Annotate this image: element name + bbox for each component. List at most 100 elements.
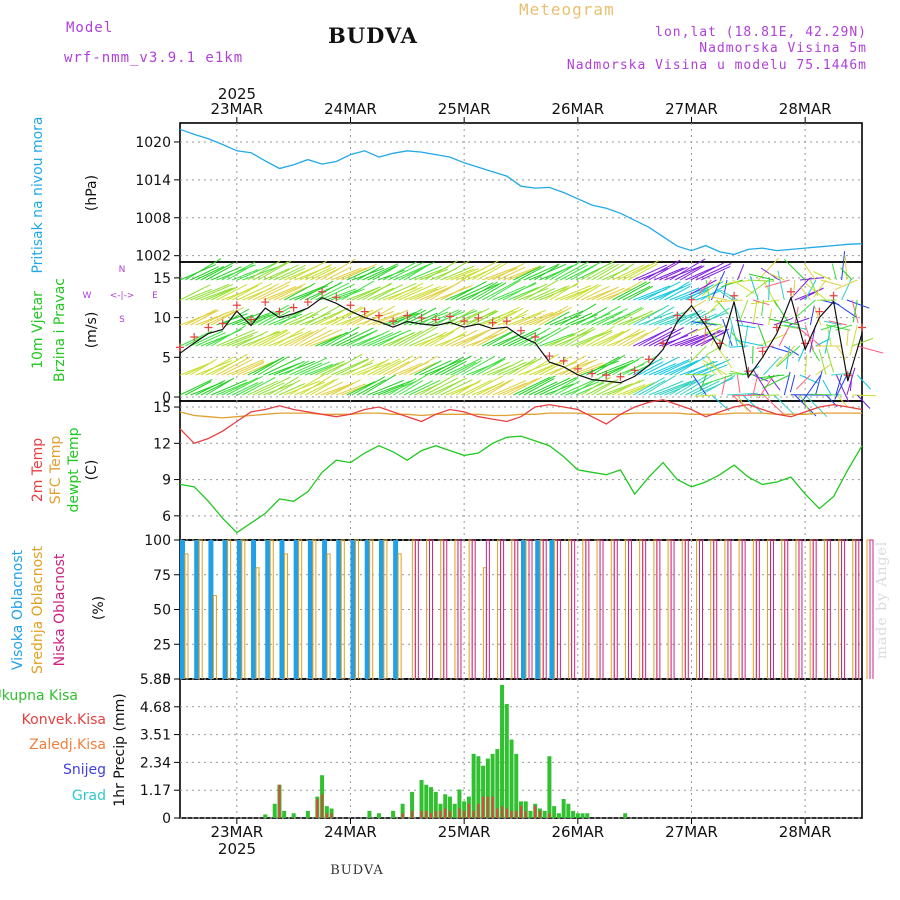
wind-speed-series bbox=[179, 295, 863, 384]
wind-barb bbox=[299, 361, 330, 376]
y-tick-label: 9 bbox=[162, 473, 171, 489]
wind-barb bbox=[320, 258, 356, 281]
wind-barb bbox=[440, 331, 468, 347]
gust-marker bbox=[275, 307, 284, 316]
wind-barb bbox=[393, 362, 422, 376]
wind-barb bbox=[835, 374, 843, 396]
cloud-high-bar bbox=[265, 540, 271, 679]
wind-barb bbox=[211, 266, 242, 281]
gust-marker bbox=[573, 364, 582, 373]
wind-barb bbox=[367, 312, 400, 326]
wind-barb bbox=[492, 380, 527, 396]
wind-barb bbox=[549, 377, 579, 396]
wind-barb bbox=[612, 356, 643, 376]
wind-barb bbox=[700, 265, 731, 281]
cloud-low-bar bbox=[457, 539, 462, 679]
wind-barb bbox=[669, 360, 698, 376]
wind-barb bbox=[591, 263, 619, 281]
wind-barb bbox=[372, 329, 411, 347]
gust-marker bbox=[374, 311, 383, 320]
wind-barb bbox=[679, 334, 709, 347]
wind-barb bbox=[435, 309, 462, 326]
precip-conv-bar bbox=[448, 810, 451, 818]
wind-barb bbox=[372, 309, 409, 326]
model-name: wrf-nmm_v3.9.1 e1km bbox=[64, 50, 244, 66]
wind-barb bbox=[759, 374, 785, 379]
wind-barb bbox=[304, 267, 332, 281]
wind-barb bbox=[310, 266, 337, 281]
wind-barb bbox=[341, 309, 374, 326]
wind-barb bbox=[560, 326, 594, 347]
wind-barb bbox=[835, 374, 850, 403]
wind-barb bbox=[735, 319, 764, 326]
pressure-frame bbox=[179, 122, 863, 263]
wind-barb bbox=[471, 327, 506, 347]
wind-barb bbox=[409, 265, 442, 281]
wind-barb bbox=[476, 380, 505, 396]
wind-barb bbox=[852, 299, 858, 323]
gust-marker bbox=[545, 352, 554, 361]
wind-barb bbox=[242, 361, 274, 376]
precip-total-bar bbox=[556, 813, 561, 818]
gust-marker bbox=[488, 318, 497, 327]
precip-conv-bar bbox=[401, 813, 404, 818]
wind-barb bbox=[539, 361, 566, 376]
wind-barb bbox=[268, 264, 299, 281]
precip-total-bar bbox=[561, 798, 566, 818]
wind-barb bbox=[784, 345, 800, 356]
wind-barb bbox=[534, 325, 570, 347]
wind-barb bbox=[461, 355, 496, 376]
cloud-low-bar bbox=[443, 539, 448, 679]
wind-barb bbox=[513, 360, 538, 376]
wind-barb bbox=[398, 284, 434, 301]
cloud-low-bar bbox=[542, 539, 547, 679]
cloud-low-bar bbox=[812, 539, 817, 679]
wind-barb bbox=[273, 264, 306, 281]
wind-barb bbox=[560, 264, 588, 281]
wind-barb bbox=[320, 382, 354, 396]
gust-marker bbox=[829, 291, 838, 300]
wind-barb bbox=[424, 260, 458, 281]
wind-barb bbox=[643, 375, 676, 396]
wind-barb bbox=[653, 267, 684, 281]
wind-barb bbox=[377, 332, 404, 347]
location-title: BUDVA bbox=[328, 23, 418, 48]
cloud-low-bar bbox=[556, 539, 561, 679]
wind-barb bbox=[664, 359, 699, 376]
wind-barb bbox=[325, 288, 357, 301]
wind-barb bbox=[200, 312, 228, 326]
wind-barb bbox=[570, 362, 604, 376]
cloud-low-bar bbox=[841, 539, 846, 679]
wind-barb bbox=[659, 334, 689, 347]
wind-barb bbox=[508, 267, 539, 281]
precip-total-bar bbox=[495, 749, 500, 818]
precip-total-bar bbox=[433, 791, 438, 818]
wind-barb bbox=[695, 377, 734, 396]
wind-barb bbox=[278, 330, 312, 347]
wind-barb bbox=[792, 279, 796, 298]
wind-barb bbox=[299, 375, 332, 396]
gust-marker bbox=[417, 313, 426, 322]
precip-conv-bar bbox=[330, 813, 333, 818]
wind-barb bbox=[351, 376, 386, 396]
wind-barb bbox=[633, 285, 671, 301]
wind-unit: (m/s) bbox=[84, 312, 100, 349]
wind-barb bbox=[450, 280, 487, 301]
gust-marker bbox=[602, 371, 611, 380]
wind-barb bbox=[580, 376, 611, 396]
precip-conv-bar bbox=[534, 806, 537, 818]
wind-barb bbox=[320, 362, 347, 376]
wind-barb bbox=[289, 285, 326, 301]
temperature-ticks: 15 12 9 6 bbox=[153, 400, 180, 525]
wind-barb bbox=[648, 262, 679, 281]
cloud-low-bar bbox=[784, 539, 789, 679]
wind-barb bbox=[242, 377, 276, 396]
gust-marker bbox=[687, 295, 696, 304]
wind-barb bbox=[252, 304, 289, 326]
wind-barb bbox=[643, 306, 675, 326]
cloud-low-bar bbox=[471, 539, 476, 679]
precip-total-bar bbox=[424, 784, 429, 818]
wind-barb bbox=[783, 258, 806, 281]
wind-barb bbox=[822, 379, 832, 396]
wind-barb bbox=[424, 309, 460, 326]
